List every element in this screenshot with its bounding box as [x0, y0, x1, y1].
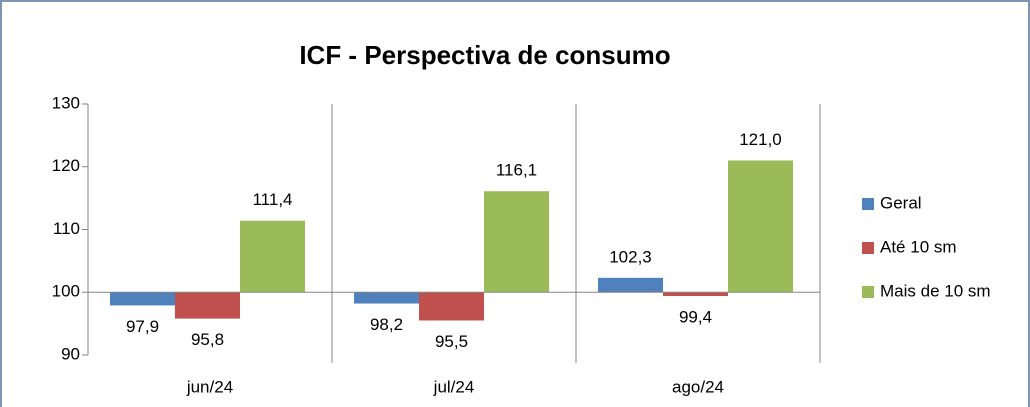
y-tick-label: 130	[52, 93, 80, 112]
y-tick-label: 110	[53, 219, 80, 238]
bar	[240, 220, 305, 293]
legend-swatch	[862, 198, 874, 210]
value-label: 102,3	[609, 247, 652, 266]
y-tick-label: 100	[52, 282, 80, 301]
x-tick-label: jun/24	[186, 377, 233, 396]
value-label: 99,4	[679, 307, 712, 326]
value-label: 98,2	[370, 315, 403, 334]
legend-label: Mais de 10 sm	[880, 281, 991, 300]
bar	[354, 292, 419, 304]
value-label: 121,0	[739, 130, 782, 149]
legend-swatch	[862, 242, 874, 254]
value-label: 95,5	[435, 332, 468, 351]
legend-swatch	[862, 286, 874, 298]
bar	[175, 292, 240, 319]
bar	[598, 277, 663, 293]
value-label: 95,8	[191, 330, 224, 349]
bar	[484, 191, 549, 293]
bar	[110, 292, 175, 306]
bar	[728, 160, 793, 293]
value-label: 97,9	[126, 317, 159, 336]
value-label: 116,1	[496, 161, 537, 180]
value-label: 111,4	[252, 190, 292, 209]
y-tick-label: 120	[52, 156, 80, 175]
bar	[663, 292, 728, 297]
x-tick-label: jul/24	[433, 377, 475, 396]
chart-title: ICF - Perspectiva de consumo	[299, 40, 670, 70]
legend-label: Geral	[880, 193, 922, 212]
legend-label: Até 10 sm	[880, 237, 957, 256]
bar	[419, 292, 484, 321]
y-tick-label: 90	[61, 344, 80, 363]
x-tick-label: ago/24	[672, 377, 724, 396]
